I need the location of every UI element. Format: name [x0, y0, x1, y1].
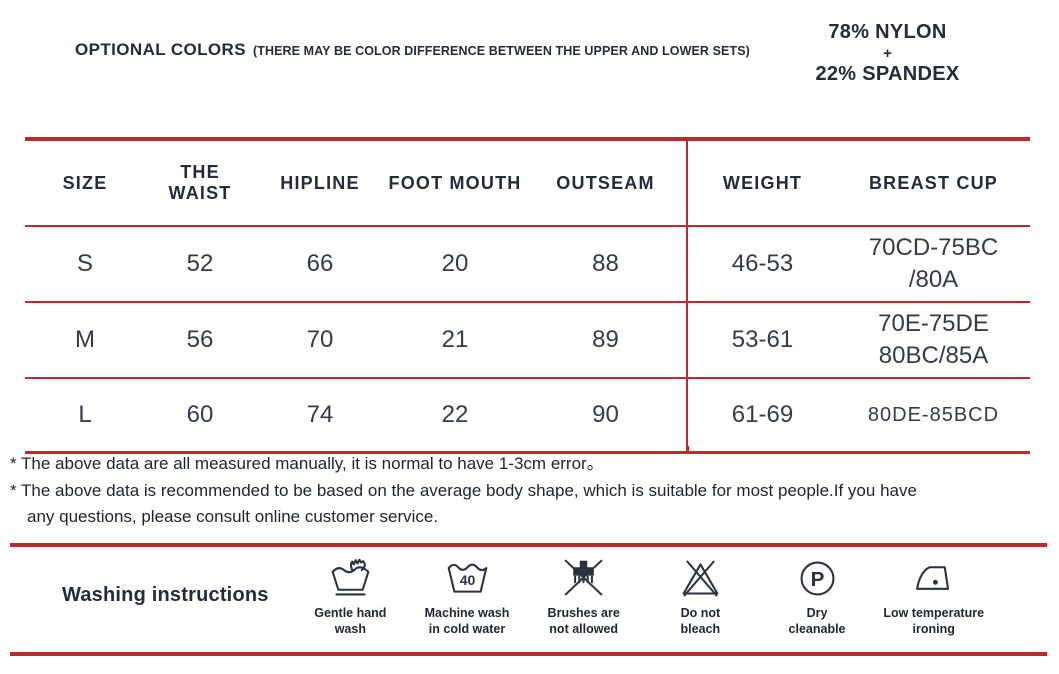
table-cell: 22: [441, 401, 469, 428]
washing-section-bottom-rule: [10, 652, 1047, 656]
optional-colors-title: OPTIONAL COLORS: [75, 40, 246, 59]
washing-item-label: Low temperature ironing: [883, 606, 985, 637]
washing-item-label: Brushes are not allowed: [547, 606, 620, 637]
washing-item-label: Machine wash in cold water: [424, 606, 510, 637]
table-cell: 60: [186, 401, 214, 428]
col-header-size: SIZE: [25, 139, 145, 227]
no-brush-icon: [564, 559, 603, 596]
table-header-row: SIZE THE WAIST HIPLINE FOOT MOUTH OUTSEA…: [25, 139, 1030, 227]
table-cell: 56: [145, 302, 255, 379]
col-header-breast-cup: BREAST CUP: [837, 139, 1030, 227]
table-cell: 70: [255, 302, 385, 379]
table-row-s: S 52 66 20 88 46-53 70CD-75BC /80A: [25, 226, 1030, 303]
washing-item-do-not-bleach: Do not bleach: [642, 556, 759, 638]
washing-section-top-rule: [10, 543, 1047, 547]
table-cell: 74: [306, 401, 334, 428]
table-cell: 20: [385, 226, 525, 303]
table-vertical-divider: [687, 446, 689, 451]
washing-icons-row: Gentle hand wash 40 Machine wash in cold…: [292, 556, 992, 638]
col-header-hipline: HIPLINE: [255, 139, 385, 227]
col-header-the-waist: THE WAIST: [145, 139, 255, 227]
fabric-spandex: 22% SPANDEX: [815, 63, 960, 85]
table-cell: 88: [525, 226, 687, 303]
washing-item-low-temp-iron: Low temperature ironing: [875, 556, 992, 638]
table-cell: 21: [385, 302, 525, 379]
svg-text:40: 40: [459, 572, 475, 588]
table-cell: 70CD-75BC /80A: [837, 226, 1030, 303]
svg-text:P: P: [810, 568, 824, 591]
table-cell: 53-61: [686, 302, 837, 379]
washing-item-label: Do not bleach: [680, 606, 721, 637]
measurement-notes: * The above data are all measured manual…: [10, 451, 945, 531]
size-cell: S: [25, 226, 145, 303]
size-cell: M: [25, 302, 145, 379]
optional-colors-note: (THERE MAY BE COLOR DIFFERENCE BETWEEN T…: [252, 44, 750, 58]
col-header-weight: WEIGHT: [686, 139, 837, 227]
washing-item-no-brush: Brushes are not allowed: [525, 556, 642, 638]
optional-colors-heading: OPTIONAL COLORS (THERE MAY BE COLOR DIFF…: [75, 40, 750, 60]
table-cell: 66: [255, 226, 385, 303]
size-cell: L: [78, 401, 92, 428]
washing-item-dry-clean: P Dry cleanable: [759, 556, 876, 638]
table-cell: 70E-75DE 80BC/85A: [837, 302, 1030, 379]
washing-instructions-title: Washing instructions: [62, 584, 269, 606]
table-row-m: M 56 70 21 89 53-61 70E-75DE 80BC/85A: [25, 302, 1030, 379]
col-header-foot-mouth: FOOT MOUTH: [385, 139, 525, 227]
washing-item-hand-wash: Gentle hand wash: [292, 556, 409, 638]
table-cell: 89: [525, 302, 687, 379]
table-cell: 52: [145, 226, 255, 303]
note-body-shape: * The above data is recommended to be ba…: [10, 480, 917, 527]
table-cell: 90: [592, 401, 619, 428]
washing-item-machine-wash: 40 Machine wash in cold water: [409, 556, 526, 638]
table-cell: 80DE-85BCD: [867, 403, 1000, 426]
table-cell: 61-69: [686, 378, 837, 453]
washing-item-label: Dry cleanable: [788, 606, 846, 637]
fabric-plus-sign: +: [883, 45, 892, 62]
table-row-l: L 60 74 22 90 61-69 80DE-85BCD: [25, 378, 1030, 453]
dry-clean-icon: P: [800, 561, 834, 596]
machine-wash-cold-icon: 40: [447, 563, 487, 593]
fabric-composition: 78% NYLON + 22% SPANDEX: [795, 20, 980, 87]
do-not-bleach-icon: [682, 560, 719, 597]
hand-wash-icon: [331, 558, 370, 596]
note-measure-error: * The above data are all measured manual…: [10, 454, 604, 473]
table-cell: 46-53: [686, 226, 837, 303]
col-header-outseam: OUTSEAM: [525, 139, 687, 227]
low-temp-iron-icon: [916, 566, 950, 590]
fabric-nylon: 78% NYLON: [828, 21, 947, 43]
washing-item-label: Gentle hand wash: [314, 606, 387, 637]
size-chart-table: SIZE THE WAIST HIPLINE FOOT MOUTH OUTSEA…: [25, 137, 1030, 454]
